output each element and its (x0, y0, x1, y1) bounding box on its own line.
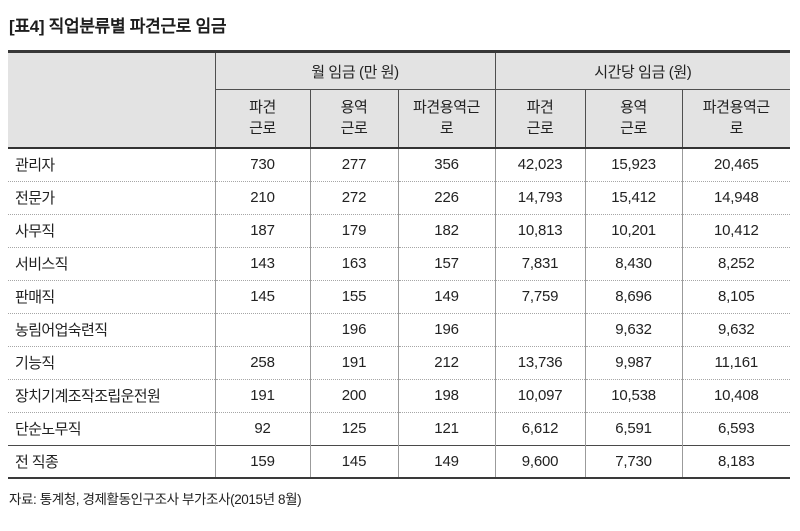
table-cell: 155 (309, 279, 398, 313)
table-cell: 179 (309, 213, 398, 247)
table-cell: 10,201 (584, 213, 683, 247)
table-cell: 10,097 (494, 378, 586, 412)
table-cell: 145 (309, 444, 398, 478)
column-header: 파견용역근 로 (397, 89, 496, 148)
table-cell: 20,465 (681, 147, 791, 181)
table-title: [표4] 직업분류별 파견근로 임금 (9, 17, 227, 36)
column-header: 파견 근로 (214, 89, 310, 148)
table-cell: 7,730 (584, 444, 683, 478)
group-header-hourly-wage: 시간당 임금 (원) (494, 51, 791, 90)
table-cell: 15,923 (584, 147, 683, 181)
table-cell: 159 (214, 444, 310, 478)
table-cell: 7,759 (494, 279, 586, 313)
row-label: 판매직 (8, 279, 215, 313)
table-row: 전문가 210 272 226 14,793 15,412 14,948 (8, 180, 791, 214)
column-header: 파견 근로 (494, 89, 586, 148)
row-label: 단순노무직 (8, 411, 215, 445)
group-header-row: 월 임금 (만 원) 시간당 임금 (원) (8, 51, 791, 148)
table-cell: 196 (309, 312, 398, 346)
table-cell: 14,948 (681, 180, 791, 214)
table-cell: 11,161 (681, 345, 791, 379)
table-cell: 8,183 (681, 444, 791, 478)
wage-table: 월 임금 (만 원) 시간당 임금 (원) 파견 근로 용역 근로 파견용역근 … (8, 50, 791, 479)
table-cell: 149 (397, 444, 496, 478)
row-label: 관리자 (8, 147, 215, 181)
table-cell: 6,612 (494, 411, 586, 445)
row-label: 장치기계조작조립운전원 (8, 378, 215, 412)
row-label: 사무직 (8, 213, 215, 247)
table-cell: 143 (214, 246, 310, 280)
table-cell: 13,736 (494, 345, 586, 379)
table-row: 기능직 258 191 212 13,736 9,987 11,161 (8, 345, 791, 379)
table-cell: 226 (397, 180, 496, 214)
column-header: 용역 근로 (309, 89, 398, 148)
table-cell: 14,793 (494, 180, 586, 214)
table-cell: 277 (309, 147, 398, 181)
table-cell: 157 (397, 246, 496, 280)
table-cell: 149 (397, 279, 496, 313)
table-cell: 121 (397, 411, 496, 445)
table-header: 월 임금 (만 원) 시간당 임금 (원) 파견 근로 용역 근로 파견용역근 … (8, 51, 791, 148)
table-cell: 9,632 (681, 312, 791, 346)
table-cell: 200 (309, 378, 398, 412)
table-row: 판매직 145 155 149 7,759 8,696 8,105 (8, 279, 791, 313)
table-cell: 258 (214, 345, 310, 379)
table-cell: 145 (214, 279, 310, 313)
table-cell: 9,600 (494, 444, 586, 478)
table-cell: 6,593 (681, 411, 791, 445)
table-cell: 10,412 (681, 213, 791, 247)
table-cell: 8,105 (681, 279, 791, 313)
group-header-monthly-wage: 월 임금 (만 원) (214, 51, 496, 90)
table-cell: 198 (397, 378, 496, 412)
table-cell: 42,023 (494, 147, 586, 181)
table-cell: 730 (214, 147, 310, 181)
table-cell: 182 (397, 213, 496, 247)
table-cell: 9,632 (584, 312, 683, 346)
table-cell: 163 (309, 246, 398, 280)
table-cell: 15,412 (584, 180, 683, 214)
table-cell: 9,987 (584, 345, 683, 379)
table-cell: 356 (397, 147, 496, 181)
row-label: 전 직종 (8, 444, 215, 478)
table-row: 사무직 187 179 182 10,813 10,201 10,412 (8, 213, 791, 247)
row-label: 농림어업숙련직 (8, 312, 215, 346)
table-row: 관리자 730 277 356 42,023 15,923 20,465 (8, 147, 791, 181)
table-cell: 10,538 (584, 378, 683, 412)
table-cell: 8,696 (584, 279, 683, 313)
table-row: 서비스직 143 163 157 7,831 8,430 8,252 (8, 246, 791, 280)
column-header: 용역 근로 (584, 89, 683, 148)
table-row: 단순노무직 92 125 121 6,612 6,591 6,593 (8, 411, 791, 445)
table-cell: 191 (309, 345, 398, 379)
table-cell: 10,813 (494, 213, 586, 247)
table-cell: 187 (214, 213, 310, 247)
table-body: 관리자 730 277 356 42,023 15,923 20,465 전문가… (8, 147, 791, 478)
table-cell: 6,591 (584, 411, 683, 445)
table-row-total: 전 직종 159 145 149 9,600 7,730 8,183 (8, 444, 791, 478)
table-cell: 92 (214, 411, 310, 445)
sub-header-row: 파견 근로 용역 근로 파견용역근 로 파견 근로 용역 근로 파견용역근 로 (8, 89, 791, 148)
row-label: 기능직 (8, 345, 215, 379)
table-row: 장치기계조작조립운전원 191 200 198 10,097 10,538 10… (8, 378, 791, 412)
table-cell: 210 (214, 180, 310, 214)
table-cell: 8,252 (681, 246, 791, 280)
table-cell: 8,430 (584, 246, 683, 280)
row-label: 전문가 (8, 180, 215, 214)
table-cell: 7,831 (494, 246, 586, 280)
table-cell (214, 312, 310, 346)
source-note: 자료: 통계청, 경제활동인구조사 부가조사(2015년 8월) (9, 492, 302, 507)
row-label: 서비스직 (8, 246, 215, 280)
table-cell: 272 (309, 180, 398, 214)
column-header: 파견용역근 로 (681, 89, 791, 148)
table-cell: 10,408 (681, 378, 791, 412)
table-cell: 212 (397, 345, 496, 379)
table-cell: 191 (214, 378, 310, 412)
table-cell (494, 312, 586, 346)
table-cell: 125 (309, 411, 398, 445)
table-row: 농림어업숙련직 196 196 9,632 9,632 (8, 312, 791, 346)
row-label-header-cell (8, 51, 216, 148)
table-cell: 196 (397, 312, 496, 346)
